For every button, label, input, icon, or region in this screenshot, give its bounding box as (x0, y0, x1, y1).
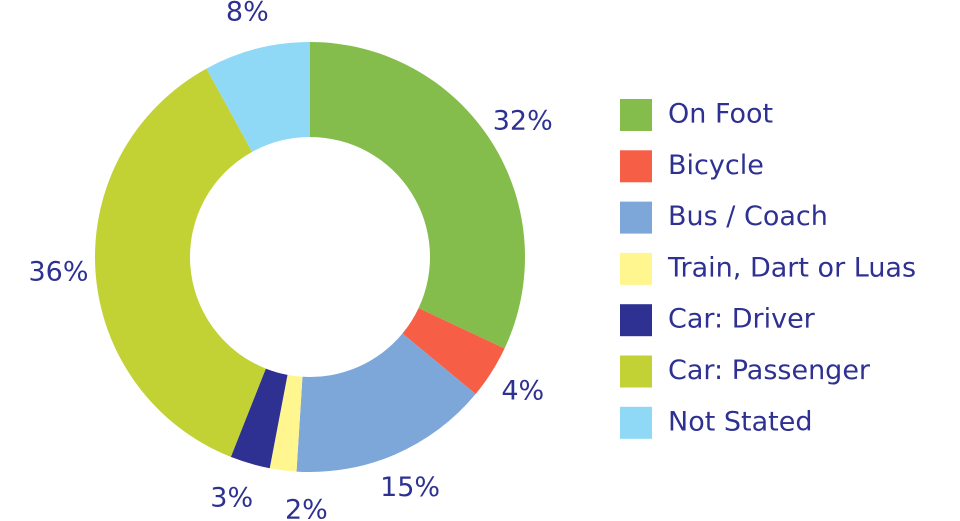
data-label: 4% (501, 376, 544, 407)
legend-label: Bus / Coach (668, 201, 828, 232)
donut-slice (402, 308, 505, 395)
legend-swatch (620, 355, 652, 388)
donut-slice (206, 42, 310, 152)
donut-slice (230, 368, 288, 469)
legend-swatch (620, 150, 652, 183)
legend-swatch (620, 201, 652, 234)
legend-label: On Foot (668, 99, 773, 130)
data-label: 36% (28, 256, 88, 287)
legend-label: Train, Dart or Luas (667, 252, 916, 283)
data-label: 32% (493, 105, 553, 136)
legend-swatch (620, 406, 652, 439)
data-label: 3% (210, 482, 253, 513)
legend-label: Not Stated (668, 406, 813, 437)
donut-slice (296, 333, 476, 472)
data-label: 15% (380, 472, 440, 503)
data-label: 2% (285, 495, 328, 521)
legend-swatch (620, 304, 652, 337)
donut-slice (95, 68, 266, 457)
legend-swatch (620, 252, 652, 285)
legend-label: Car: Driver (668, 304, 816, 335)
legend-swatch (620, 99, 652, 131)
legend-label: Bicycle (668, 150, 764, 181)
data-label: 8% (226, 0, 269, 27)
donut-slice (310, 42, 526, 349)
legend-label: Car: Passenger (668, 355, 871, 386)
donut-slice (269, 374, 303, 472)
